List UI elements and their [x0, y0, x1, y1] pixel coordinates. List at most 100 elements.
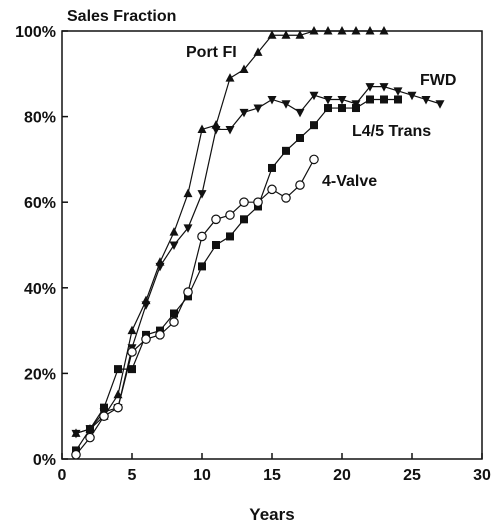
annotations-layer: Port FI FWD L4/5 Trans 4-Valve: [186, 44, 456, 190]
l4-5-trans-point: [114, 365, 122, 374]
4-valve-point: [309, 154, 319, 165]
4-valve-point: [281, 193, 291, 203]
port-fi-point: [281, 30, 291, 39]
l4-5-trans-point: [100, 403, 108, 412]
l4-5-trans-point: [324, 104, 332, 113]
x-axis-label: Years: [249, 505, 294, 523]
l4-5-trans-point: [212, 241, 220, 249]
l4-5-trans-point: [86, 425, 94, 434]
port-fi-point: [351, 26, 361, 35]
y-tick-label: 60%: [24, 195, 56, 212]
x-tick-label: 20: [333, 467, 351, 484]
port-fi-point: [169, 227, 179, 236]
4-valve-point: [183, 287, 193, 297]
fwd-point: [281, 100, 291, 109]
series-label-port-fi: Port FI: [186, 44, 237, 61]
ticks-layer: 0% 20% 40% 60% 80% 100% 0 5 10 15 20 25 30: [15, 24, 491, 484]
port-fi-point: [127, 325, 137, 335]
fwd-point: [197, 190, 207, 199]
series-label-l4-5-trans: L4/5 Trans: [352, 123, 431, 140]
l4-5-trans-point: [128, 365, 136, 374]
4-valve-point: [211, 214, 221, 225]
4-valve-point: [71, 449, 81, 460]
4-valve-point: [141, 334, 151, 344]
y-tick-label: 40%: [24, 281, 56, 298]
port-fi-point: [323, 26, 333, 35]
fwd-point: [421, 95, 431, 105]
fwd-point: [155, 262, 165, 272]
l4-5-trans-point: [352, 104, 360, 113]
series-l4-5-trans: [72, 95, 402, 455]
4-valve-point: [113, 402, 123, 413]
4-valve-point: [295, 180, 305, 190]
l4-5-trans-point: [380, 95, 388, 104]
fwd-point: [393, 87, 403, 96]
port-fi-point: [309, 26, 319, 35]
fwd-point: [71, 429, 81, 439]
fwd-point: [295, 108, 305, 118]
fwd-point: [365, 83, 375, 92]
l4-5-trans-point: [170, 309, 178, 318]
series-fwd: [71, 83, 445, 439]
port-fi-point: [365, 26, 375, 35]
4-valve-point: [253, 197, 263, 207]
4-valve-point: [169, 317, 179, 327]
fwd-point: [435, 100, 445, 109]
series-port-fi: [71, 26, 389, 437]
port-fi-point: [225, 73, 235, 82]
fwd-point: [169, 241, 179, 250]
l4-5-trans-point: [240, 215, 248, 224]
l4-5-trans-point: [310, 121, 318, 130]
y-tick-label: 20%: [24, 366, 56, 383]
fwd-point: [337, 95, 347, 105]
series-layer: [71, 26, 445, 460]
port-fi-point: [183, 188, 193, 198]
fwd-point: [141, 301, 151, 310]
4-valve-point: [197, 231, 207, 242]
l4-5-trans-point: [198, 262, 206, 271]
port-fi-point: [197, 124, 207, 133]
fwd-point: [183, 224, 193, 233]
series-4-valve: [71, 154, 319, 460]
series-line-port-fi: [75, 30, 384, 434]
chart-title: Sales Fraction: [67, 8, 176, 25]
series-line-4-valve: [75, 159, 315, 456]
l4-5-trans-point: [226, 232, 234, 241]
l4-5-trans-point: [338, 104, 346, 113]
port-fi-point: [295, 30, 305, 39]
fwd-point: [253, 104, 263, 114]
fwd-point: [323, 95, 333, 105]
series-label-4-valve: 4-Valve: [322, 173, 377, 190]
fwd-point: [309, 91, 319, 101]
x-tick-label: 15: [263, 467, 281, 484]
port-fi-point: [379, 26, 389, 35]
l4-5-trans-point: [394, 95, 402, 104]
x-tick-label: 30: [473, 467, 491, 484]
l4-5-trans-point: [366, 95, 374, 104]
fwd-point: [267, 95, 277, 105]
port-fi-point: [239, 64, 249, 74]
x-tick-label: 0: [58, 467, 67, 484]
fwd-point: [225, 125, 235, 135]
y-tick-label: 80%: [24, 110, 56, 127]
plot-frame: [61, 30, 483, 460]
4-valve-point: [155, 330, 165, 340]
4-valve-point: [267, 184, 277, 195]
y-tick-label: 0%: [33, 452, 56, 469]
4-valve-point: [85, 432, 95, 443]
port-fi-point: [267, 30, 277, 39]
4-valve-point: [127, 347, 137, 357]
4-valve-point: [225, 210, 235, 220]
fwd-point: [239, 108, 249, 118]
4-valve-point: [239, 197, 249, 207]
port-fi-point: [337, 26, 347, 35]
x-tick-label: 10: [193, 467, 211, 484]
x-tick-label: 5: [128, 467, 137, 484]
l4-5-trans-point: [296, 134, 304, 142]
series-label-fwd: FWD: [420, 72, 456, 89]
4-valve-point: [99, 411, 109, 421]
l4-5-trans-point: [268, 163, 276, 172]
y-tick-label: 100%: [15, 24, 56, 41]
port-fi-point: [253, 47, 263, 56]
